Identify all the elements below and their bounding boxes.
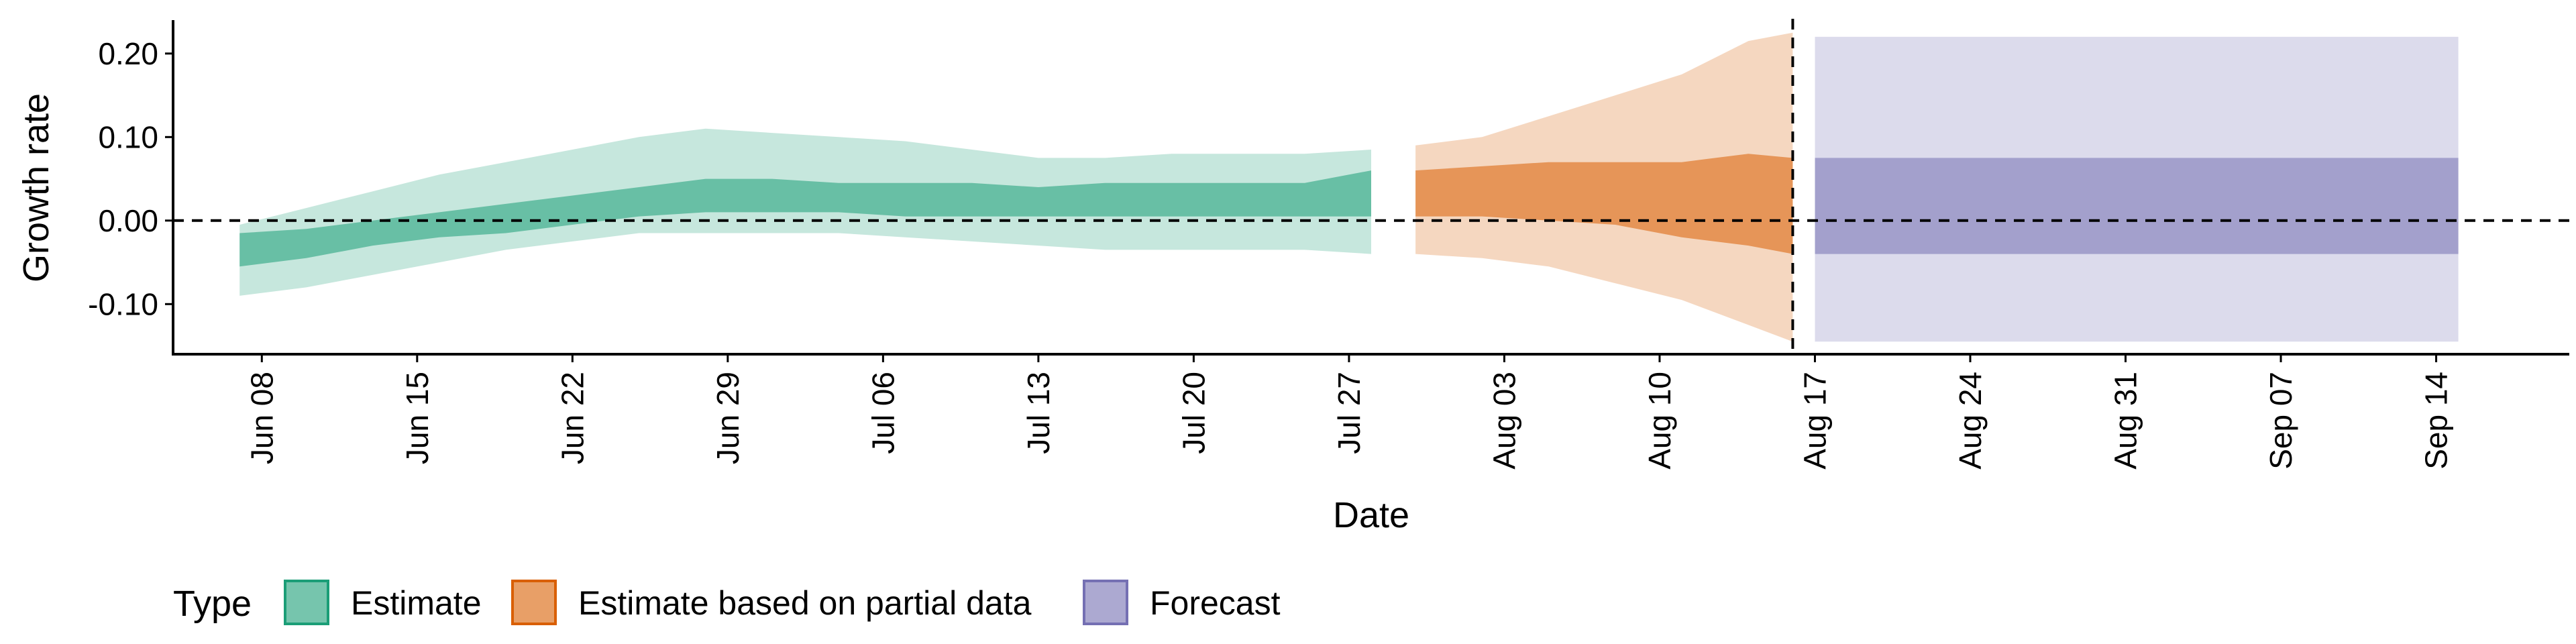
legend-swatch bbox=[1083, 580, 1128, 625]
x-tick-label: Jul 20 bbox=[1176, 372, 1211, 454]
legend-swatch bbox=[284, 580, 329, 625]
reference-lines bbox=[173, 19, 2569, 354]
legend-swatch bbox=[511, 580, 557, 625]
x-tick-label: Jun 22 bbox=[555, 372, 590, 464]
x-ticks: Jun 08 Jun 15 Jun 22 Jun 29 Jul 06 Jul 13 Jul … bbox=[244, 354, 2454, 470]
x-tick-label: Aug 17 bbox=[1797, 372, 1832, 470]
plot-area bbox=[239, 32, 2459, 342]
x-tick-label: Sep 07 bbox=[2263, 372, 2298, 470]
x-tick-label: Jul 27 bbox=[1332, 372, 1366, 454]
x-tick-label: Aug 24 bbox=[1953, 372, 1988, 470]
legend-label: Estimate bbox=[351, 584, 482, 622]
y-ticks: -0.10 0.00 0.10 0.20 bbox=[88, 36, 173, 321]
forecast-inner-band bbox=[1815, 158, 2459, 254]
y-tick-label: 0.00 bbox=[98, 203, 158, 238]
x-tick-label: Aug 03 bbox=[1487, 372, 1521, 470]
legend-label: Forecast bbox=[1150, 584, 1281, 622]
x-tick-label: Sep 14 bbox=[2419, 372, 2454, 470]
legend-label: Estimate based on partial data bbox=[578, 584, 1032, 622]
y-tick-label: 0.10 bbox=[98, 119, 158, 154]
y-axis-title: Growth rate bbox=[16, 93, 56, 282]
x-tick-label: Aug 31 bbox=[2108, 372, 2143, 470]
estimate-based-on-partial-data-inner-band bbox=[1415, 154, 1793, 254]
x-tick-label: Jun 15 bbox=[400, 372, 435, 464]
x-axis-title: Date bbox=[1333, 495, 1409, 535]
x-tick-label: Aug 10 bbox=[1642, 372, 1677, 470]
x-tick-label: Jul 13 bbox=[1021, 372, 1056, 454]
x-tick-label: Jul 06 bbox=[865, 372, 900, 454]
legend-title: Type bbox=[173, 584, 252, 624]
y-tick-label: 0.20 bbox=[98, 36, 158, 71]
estimate-inner-band bbox=[239, 170, 1372, 267]
x-tick-label: Jun 08 bbox=[244, 372, 279, 464]
legend: Type Estimate Estimate based on partial d… bbox=[173, 580, 1281, 625]
y-tick-label: -0.10 bbox=[88, 286, 158, 321]
axes bbox=[172, 20, 2569, 356]
x-tick-label: Jun 29 bbox=[710, 372, 745, 464]
